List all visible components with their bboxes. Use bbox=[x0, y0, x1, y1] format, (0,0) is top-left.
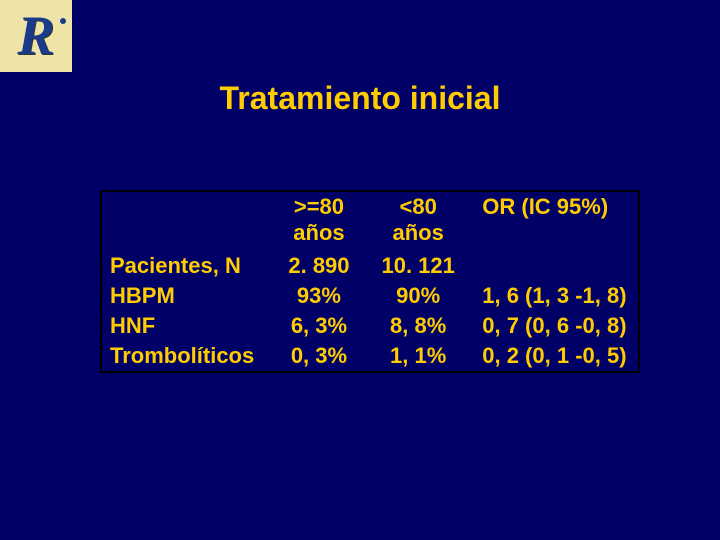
row-label: Trombolíticos bbox=[102, 341, 272, 371]
header-col1: >=80 años bbox=[272, 192, 366, 251]
row-c2: 8, 8% bbox=[366, 311, 470, 341]
header-col3: OR (IC 95%) bbox=[470, 192, 638, 251]
slide-title: Tratamiento inicial bbox=[0, 80, 720, 117]
row-c2: 90% bbox=[366, 281, 470, 311]
row-c3: 0, 7 (0, 6 -0, 8) bbox=[470, 311, 638, 341]
row-c3 bbox=[470, 251, 638, 281]
table-header-row: >=80 años <80 años OR (IC 95%) bbox=[102, 192, 638, 251]
row-c2: 1, 1% bbox=[366, 341, 470, 371]
header-col1-l2: años bbox=[293, 220, 344, 245]
row-label: HBPM bbox=[102, 281, 272, 311]
treatment-table: >=80 años <80 años OR (IC 95%) Pacientes… bbox=[102, 192, 638, 371]
logo-box: R bbox=[0, 0, 72, 72]
logo-letter: R bbox=[17, 4, 54, 68]
row-label: HNF bbox=[102, 311, 272, 341]
header-col2-l2: años bbox=[393, 220, 444, 245]
row-c1: 2. 890 bbox=[272, 251, 366, 281]
table-row: Pacientes, N 2. 890 10. 121 bbox=[102, 251, 638, 281]
row-c1: 6, 3% bbox=[272, 311, 366, 341]
header-col1-l1: >=80 bbox=[294, 194, 344, 219]
data-table-container: >=80 años <80 años OR (IC 95%) Pacientes… bbox=[100, 190, 640, 373]
row-label: Pacientes, N bbox=[102, 251, 272, 281]
header-col2: <80 años bbox=[366, 192, 470, 251]
table-row: HBPM 93% 90% 1, 6 (1, 3 -1, 8) bbox=[102, 281, 638, 311]
header-col2-l1: <80 bbox=[400, 194, 437, 219]
row-c1: 93% bbox=[272, 281, 366, 311]
row-c1: 0, 3% bbox=[272, 341, 366, 371]
header-empty bbox=[102, 192, 272, 251]
row-c2: 10. 121 bbox=[366, 251, 470, 281]
table-row: Trombolíticos 0, 3% 1, 1% 0, 2 (0, 1 -0,… bbox=[102, 341, 638, 371]
logo-dot-icon bbox=[60, 18, 66, 24]
table-row: HNF 6, 3% 8, 8% 0, 7 (0, 6 -0, 8) bbox=[102, 311, 638, 341]
row-c3: 1, 6 (1, 3 -1, 8) bbox=[470, 281, 638, 311]
row-c3: 0, 2 (0, 1 -0, 5) bbox=[470, 341, 638, 371]
